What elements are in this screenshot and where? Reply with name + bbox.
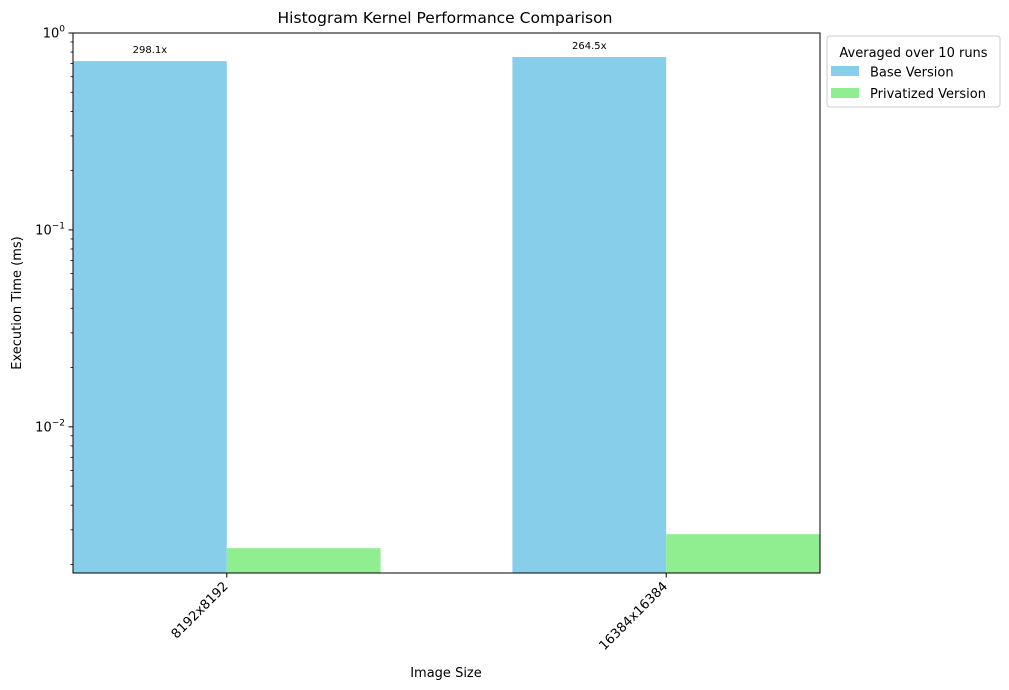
x-axis-label: Image Size <box>410 666 482 681</box>
bar-base-1 <box>73 61 227 574</box>
bar-privatized-2 <box>666 534 820 573</box>
bar-base-2 <box>512 57 667 574</box>
y-tick-label-3: 10−2 <box>35 418 65 435</box>
legend-title: Averaged over 10 runs <box>839 46 987 61</box>
legend-frame <box>826 35 1001 108</box>
annotations-layer: 298.1x 264.5x <box>133 41 607 56</box>
speedup-label-2: 264.5x <box>572 41 607 52</box>
legend-label-privatized: Privatized Version <box>870 87 986 102</box>
y-tick-label-2: 10−1 <box>35 221 65 238</box>
legend-label-base: Base Version <box>870 66 954 81</box>
legend-swatch-base <box>831 66 859 76</box>
y-axis-label: Execution Time (ms) <box>10 236 25 369</box>
bar-privatized-1 <box>226 548 381 573</box>
y-axis: 100 10−1 10−2 <box>35 25 73 565</box>
plot-area-frame <box>72 32 821 574</box>
y-tick-label-1: 100 <box>43 25 66 42</box>
legend-swatch-privatized <box>831 88 859 98</box>
bars-layer <box>73 57 820 574</box>
speedup-label-1: 298.1x <box>133 45 168 56</box>
chart-title: Histogram Kernel Performance Comparison <box>278 9 613 27</box>
legend: Averaged over 10 runs Base Version Priva… <box>826 35 1001 108</box>
